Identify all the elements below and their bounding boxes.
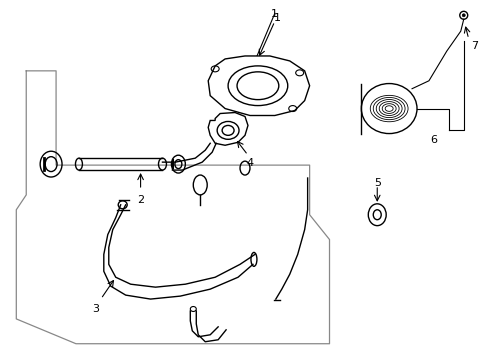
Text: 1: 1	[274, 13, 281, 23]
Ellipse shape	[361, 84, 416, 134]
Text: 5: 5	[373, 178, 380, 188]
Text: 2: 2	[137, 195, 144, 205]
Text: 3: 3	[92, 304, 99, 314]
Polygon shape	[208, 56, 309, 116]
Ellipse shape	[367, 204, 386, 226]
Polygon shape	[208, 113, 247, 145]
Text: 7: 7	[470, 41, 477, 51]
Text: 6: 6	[429, 135, 437, 145]
Text: 4: 4	[246, 158, 253, 168]
Ellipse shape	[461, 14, 464, 17]
Text: 1: 1	[271, 9, 278, 19]
